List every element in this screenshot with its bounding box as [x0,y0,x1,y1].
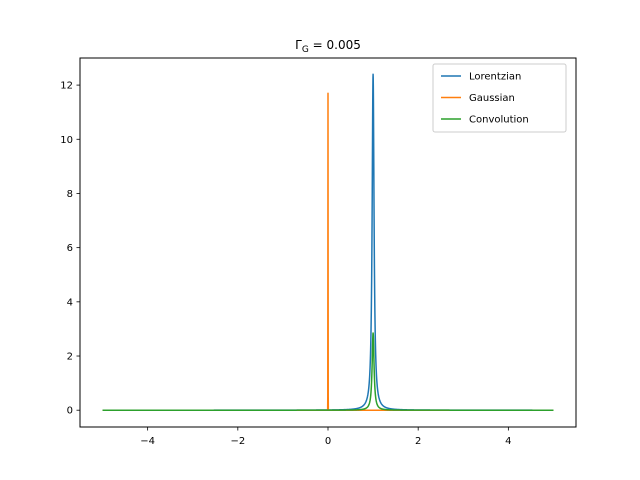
chart-title-subscript: G [302,45,309,55]
x-axis: −4 −2 0 2 4 [140,427,512,447]
x-tick-label: −2 [230,436,245,447]
legend: Lorentzian Gaussian Convolution [432,63,567,133]
chart-title-rest: = 0.005 [309,38,361,52]
y-tick-label: 10 [60,135,73,146]
y-tick-label: 12 [60,81,73,92]
plot-lines [101,73,555,411]
legend-label-gaussian: Gaussian [469,93,515,104]
legend-label-lorentzian: Lorentzian [469,72,521,83]
y-tick-label: 0 [67,406,73,417]
x-tick-label: −4 [140,436,155,447]
series-line-convolution [101,332,555,411]
y-tick-label: 4 [67,297,73,308]
y-tick-label: 6 [67,243,73,254]
x-tick-label: 4 [505,436,511,447]
x-tick-label: 2 [415,436,421,447]
y-axis: 0 2 4 6 8 10 12 [60,81,80,417]
legend-label-convolution: Convolution [469,115,529,126]
y-tick-label: 2 [67,352,73,363]
chart-title: ΓG = 0.005 [295,38,361,55]
legend-box [432,63,567,133]
x-tick-label: 0 [325,436,331,447]
y-tick-label: 8 [67,189,73,200]
chart-title-main: Γ [295,38,302,52]
